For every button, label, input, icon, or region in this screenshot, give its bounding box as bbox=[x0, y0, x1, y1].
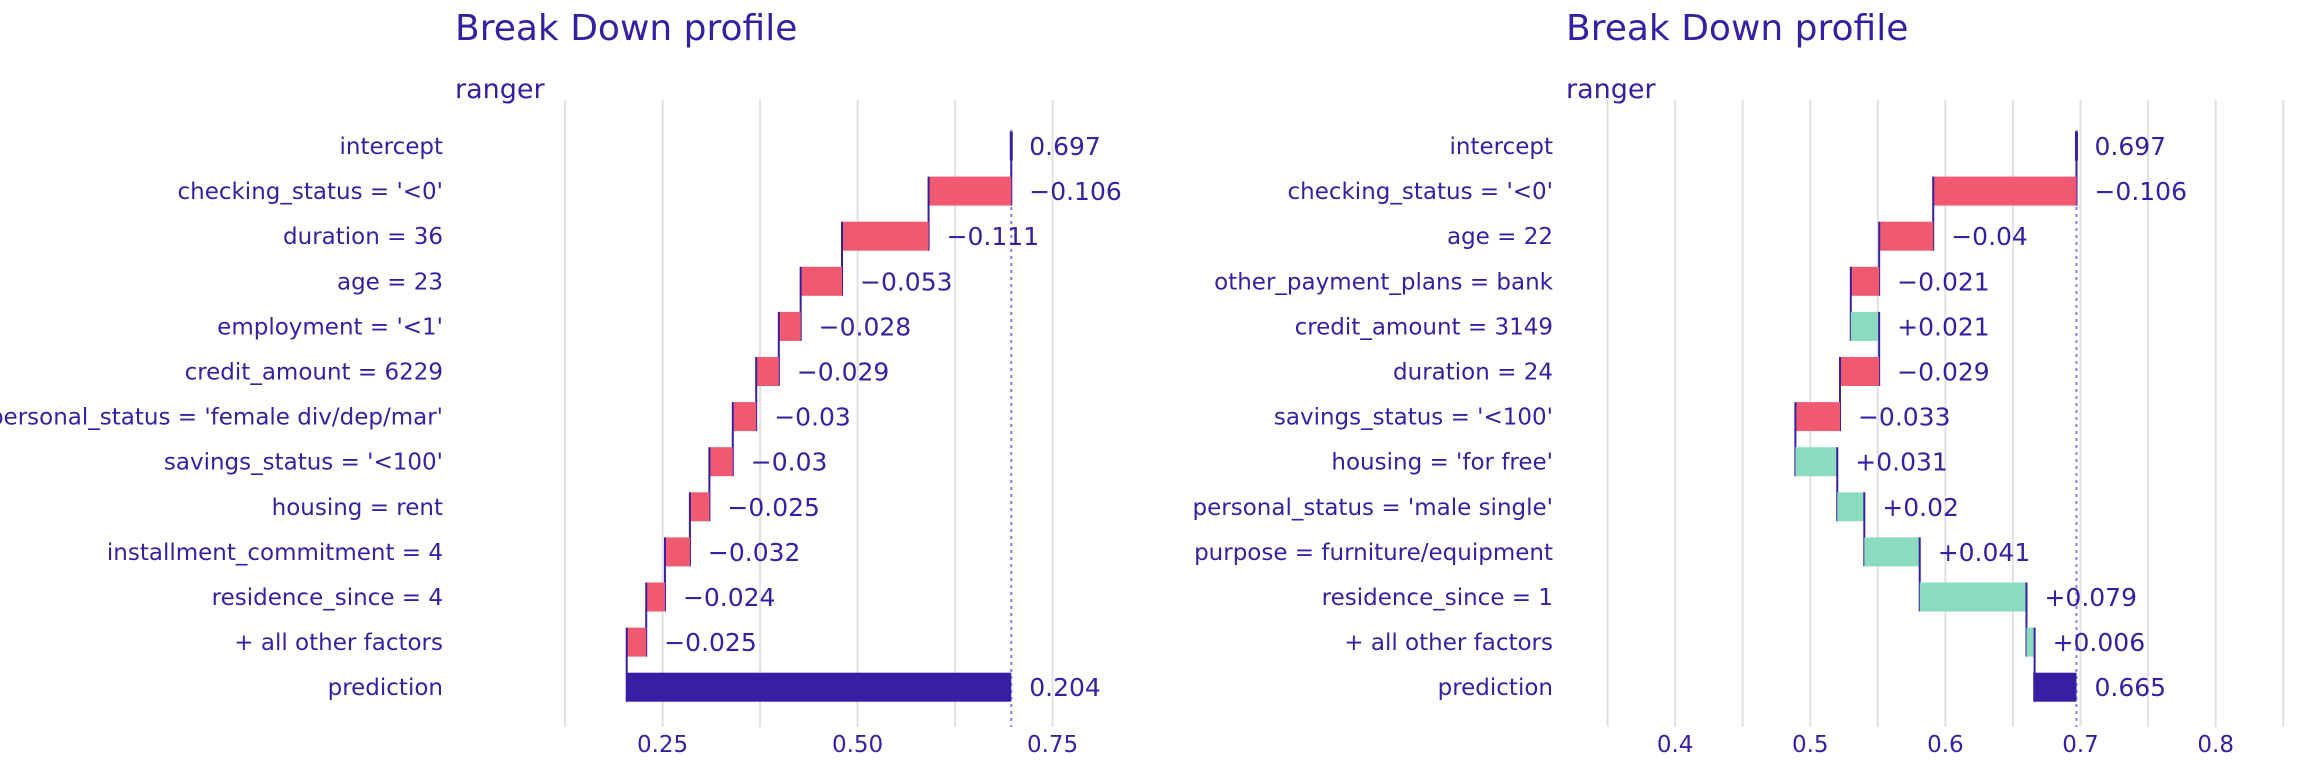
value-label: 0.665 bbox=[2094, 673, 2166, 702]
value-label: −0.03 bbox=[751, 448, 828, 477]
row-label: credit_amount = 3149 bbox=[1295, 314, 1553, 340]
row-label: residence_since = 1 bbox=[1322, 585, 1553, 611]
value-label: 0.697 bbox=[1029, 132, 1101, 161]
contribution-bar bbox=[1850, 266, 1880, 296]
x-tick-label: 0.6 bbox=[1927, 732, 1964, 758]
contribution-bar bbox=[1795, 447, 1838, 477]
contribution-bar bbox=[842, 221, 929, 251]
row-label: checking_status = '<0' bbox=[177, 179, 443, 205]
value-label: +0.006 bbox=[2053, 628, 2146, 657]
row-label: purpose = furniture/equipment bbox=[1194, 540, 1553, 566]
x-tick-label: 0.50 bbox=[832, 732, 883, 758]
row-label: housing = 'for free' bbox=[1331, 450, 1553, 476]
row-label: employment = '<1' bbox=[217, 314, 443, 340]
row-label: personal_status = 'male single' bbox=[1193, 495, 1553, 521]
row-label: prediction bbox=[1438, 675, 1553, 701]
contribution-bar bbox=[1850, 311, 1880, 341]
row-label: residence_since = 4 bbox=[212, 585, 443, 611]
value-label: −0.04 bbox=[1951, 222, 2028, 251]
value-label: +0.021 bbox=[1897, 312, 1990, 341]
value-label: +0.02 bbox=[1882, 493, 1959, 522]
row-label: installment_commitment = 4 bbox=[107, 540, 443, 566]
row-label: checking_status = '<0' bbox=[1287, 179, 1553, 205]
chart-title: Break Down profile bbox=[455, 8, 797, 49]
row-label: age = 23 bbox=[337, 269, 443, 295]
row-label: + all other factors bbox=[1344, 630, 1553, 656]
contribution-bar bbox=[756, 357, 779, 386]
contribution-bar bbox=[2026, 627, 2035, 657]
value-label: +0.041 bbox=[1938, 538, 2031, 567]
contribution-bar bbox=[1879, 221, 1934, 251]
row-label: savings_status = '<100' bbox=[1274, 405, 1553, 431]
row-label: age = 22 bbox=[1447, 224, 1553, 250]
value-label: +0.079 bbox=[2044, 583, 2137, 612]
x-tick-label: 0.7 bbox=[2062, 732, 2099, 758]
row-label: prediction bbox=[328, 675, 443, 701]
value-label: −0.025 bbox=[664, 628, 757, 657]
contribution-bar bbox=[709, 447, 733, 477]
contribution-bar bbox=[1919, 582, 2027, 612]
row-label: intercept bbox=[340, 134, 444, 160]
value-label: −0.106 bbox=[2094, 177, 2187, 206]
row-label: savings_status = '<100' bbox=[164, 450, 443, 476]
contribution-bar bbox=[664, 537, 690, 567]
chart-title: Break Down profile bbox=[1566, 8, 1908, 49]
contribution-bar bbox=[732, 402, 757, 432]
x-tick-label: 0.5 bbox=[1792, 732, 1829, 758]
contribution-bar bbox=[778, 311, 801, 341]
x-tick-label: 0.75 bbox=[1027, 732, 1078, 758]
row-label: credit_amount = 6229 bbox=[185, 360, 443, 386]
value-label: −0.029 bbox=[797, 358, 890, 387]
row-label: housing = rent bbox=[272, 495, 443, 521]
value-label: −0.028 bbox=[819, 312, 912, 341]
row-label: duration = 36 bbox=[283, 224, 443, 250]
prediction-bar bbox=[626, 672, 1012, 702]
value-label: −0.033 bbox=[1858, 403, 1951, 432]
value-label: −0.03 bbox=[774, 403, 851, 432]
value-label: 0.204 bbox=[1029, 673, 1101, 702]
value-label: −0.111 bbox=[947, 222, 1040, 251]
contribution-bar bbox=[1795, 402, 1840, 432]
value-label: −0.024 bbox=[683, 583, 776, 612]
row-label: other_payment_plans = bank bbox=[1214, 269, 1554, 295]
row-label: personal_status = 'female div/dep/mar' bbox=[0, 405, 443, 431]
contribution-bar bbox=[800, 266, 842, 296]
contribution-bar bbox=[646, 582, 665, 612]
value-label: −0.106 bbox=[1029, 177, 1122, 206]
value-label: −0.053 bbox=[860, 267, 953, 296]
contribution-bar bbox=[1864, 537, 1920, 567]
prediction-bar bbox=[2033, 672, 2077, 702]
contribution-bar bbox=[1837, 492, 1865, 522]
chart-subtitle: ranger bbox=[455, 74, 546, 105]
value-label: −0.021 bbox=[1897, 267, 1990, 296]
value-label: −0.025 bbox=[727, 493, 820, 522]
value-label: −0.029 bbox=[1897, 358, 1990, 387]
row-label: duration = 24 bbox=[1393, 360, 1553, 386]
contribution-bar bbox=[1839, 357, 1880, 386]
row-label: + all other factors bbox=[234, 630, 443, 656]
row-label: intercept bbox=[1450, 134, 1554, 160]
contribution-bar bbox=[626, 627, 647, 657]
value-label: 0.697 bbox=[2094, 132, 2166, 161]
x-tick-label: 0.25 bbox=[637, 732, 688, 758]
chart-subtitle: ranger bbox=[1566, 74, 1657, 105]
x-tick-label: 0.8 bbox=[2197, 732, 2234, 758]
contribution-bar bbox=[1933, 176, 2077, 206]
contribution-bar bbox=[689, 492, 710, 522]
value-label: −0.032 bbox=[708, 538, 801, 567]
value-label: +0.031 bbox=[1855, 448, 1948, 477]
contribution-bar bbox=[928, 176, 1012, 206]
x-tick-label: 0.4 bbox=[1657, 732, 1694, 758]
